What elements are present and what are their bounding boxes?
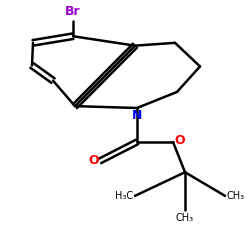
Text: H₃C: H₃C <box>116 191 134 201</box>
Text: CH₃: CH₃ <box>226 191 244 201</box>
Text: O: O <box>88 154 99 168</box>
Text: O: O <box>174 134 185 147</box>
Text: N: N <box>132 110 142 122</box>
Text: Br: Br <box>65 5 81 18</box>
Text: CH₃: CH₃ <box>176 213 194 223</box>
